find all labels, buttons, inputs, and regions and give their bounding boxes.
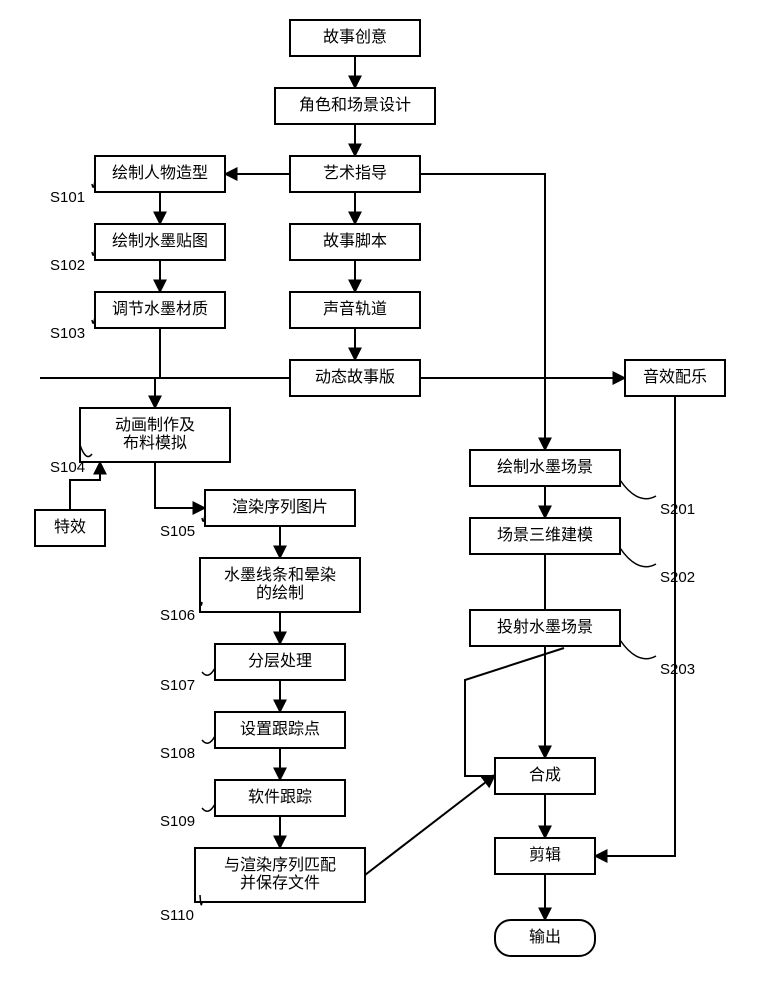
edge	[465, 648, 564, 776]
step-connector	[92, 248, 95, 255]
step-connector	[202, 804, 215, 811]
step-connector	[202, 736, 215, 743]
step-label: S201	[660, 501, 695, 518]
node-label: 绘制水墨场景	[497, 458, 593, 476]
node-label: 与渲染序列匹配	[224, 856, 336, 874]
node-label: 故事创意	[323, 27, 387, 46]
step-connector	[202, 668, 215, 675]
step-connector	[620, 480, 656, 499]
node-label: 动态故事版	[315, 368, 395, 386]
step-label: S106	[160, 607, 195, 624]
node-label: 艺术指导	[323, 164, 387, 182]
node-label: 音效配乐	[643, 368, 707, 386]
node-label: 特效	[54, 518, 86, 536]
node-label: 分层处理	[248, 652, 312, 670]
step-label: S107	[160, 677, 195, 694]
node-label: 渲染序列图片	[232, 498, 328, 516]
step-label: S110	[160, 907, 194, 924]
step-connector	[202, 514, 205, 521]
step-label: S108	[160, 745, 195, 762]
node-label: 场景三维建模	[497, 526, 593, 544]
node-label: 故事脚本	[323, 232, 387, 250]
node-label: 布料模拟	[123, 434, 187, 452]
step-connector	[92, 180, 95, 187]
step-label: S202	[660, 569, 695, 586]
node-label: 角色和场景设计	[299, 96, 411, 114]
step-connector	[620, 640, 656, 659]
step-label: S102	[50, 257, 85, 274]
node-label: 投射水墨场景	[497, 618, 593, 636]
flowchart-diagram: 故事创意角色和场景设计艺术指导 绘制人物造型绘制水墨贴图调节水墨材质 故事脚本声音轨…	[0, 0, 769, 1000]
node-label: 动画制作及	[115, 416, 195, 434]
step-label: S105	[160, 523, 195, 540]
node-label: 并保存文件	[240, 874, 320, 892]
node-label: 合成	[529, 766, 561, 784]
node-label: 调节水墨材质	[112, 300, 208, 318]
node-label: 绘制人物造型	[112, 164, 208, 182]
step-label: S109	[160, 813, 195, 830]
step-connector	[620, 548, 656, 567]
edge	[365, 775, 495, 875]
edge	[155, 462, 205, 508]
step-label: S103	[50, 325, 85, 342]
node-label: 绘制水墨贴图	[112, 232, 208, 250]
node-label: 的绘制	[256, 584, 304, 602]
edge	[420, 174, 545, 450]
step-label: S104	[50, 459, 85, 476]
step-label: S101	[50, 189, 85, 206]
step-connector	[92, 316, 95, 323]
node-label: 软件跟踪	[248, 788, 312, 806]
node-label: 输出	[529, 928, 561, 946]
node-label: 水墨线条和晕染	[224, 566, 336, 584]
step-label: S203	[660, 661, 695, 678]
node-label: 设置跟踪点	[240, 720, 320, 738]
node-label: 剪辑	[529, 846, 561, 864]
node-label: 声音轨道	[323, 300, 387, 318]
